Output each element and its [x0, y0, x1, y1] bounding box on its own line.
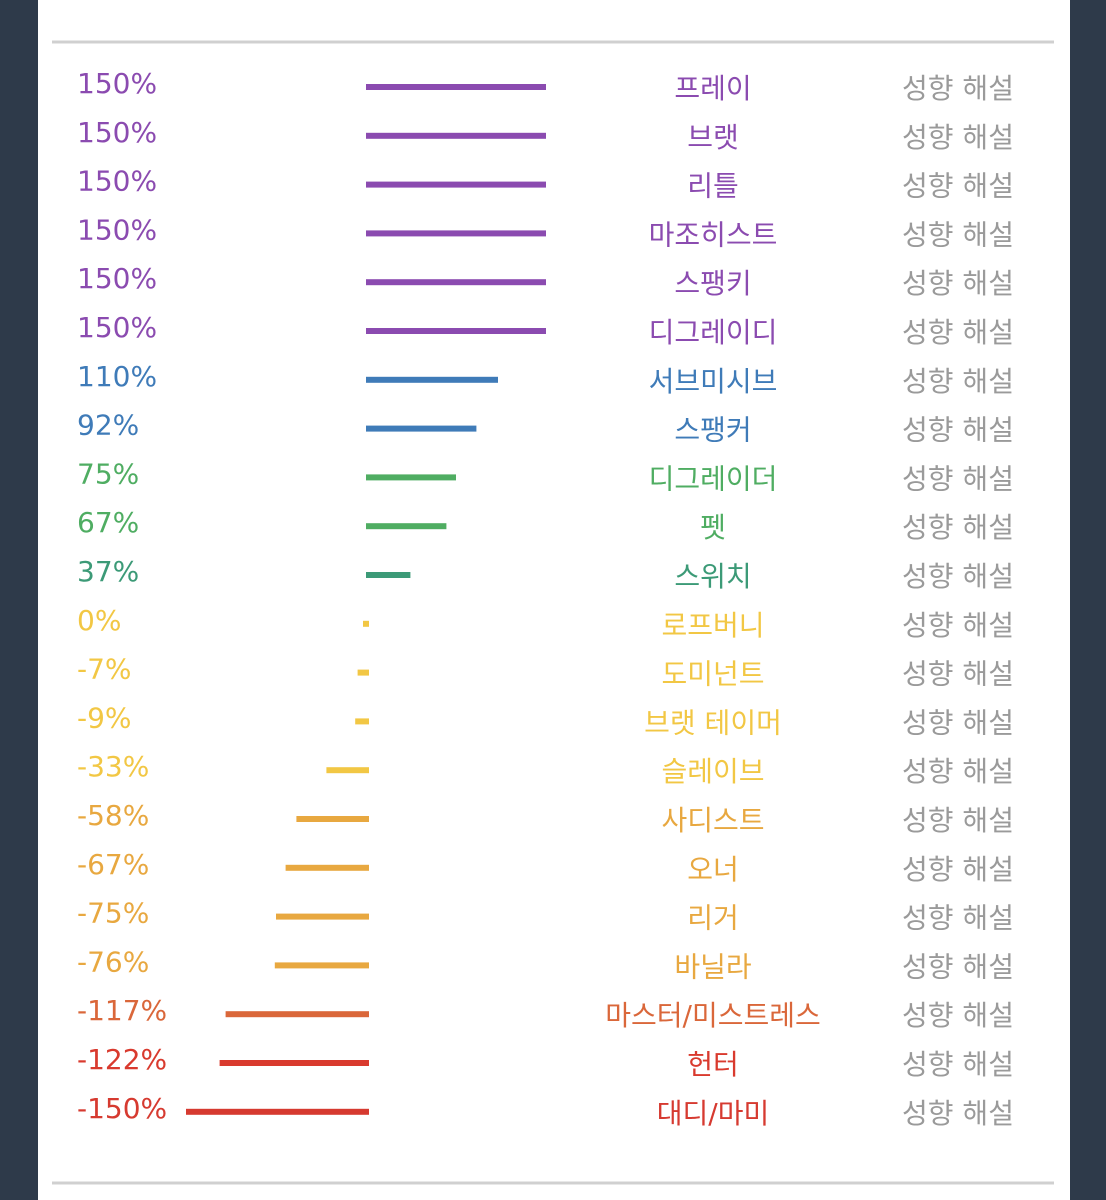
value-label: 150%: [77, 311, 157, 344]
trait-name: 프레이: [674, 72, 751, 105]
explanation-link[interactable]: 성향 해설: [902, 853, 1014, 886]
explanation-link[interactable]: 성향 해설: [902, 902, 1014, 935]
value-label: -58%: [77, 799, 149, 832]
bar: [366, 474, 456, 481]
explanation-link[interactable]: 성향 해설: [902, 267, 1014, 300]
bar: [366, 84, 546, 90]
value-label: 75%: [77, 457, 139, 490]
value-label: 92%: [77, 409, 139, 442]
explanation-link[interactable]: 성향 해설: [902, 1097, 1014, 1130]
bar: [366, 132, 546, 139]
trait-name: 디그레이디: [649, 316, 778, 349]
explanation-link[interactable]: 성향 해설: [902, 560, 1014, 593]
trait-name: 도미넌트: [661, 658, 764, 691]
explanation-link[interactable]: 성향 해설: [902, 1048, 1014, 1081]
explanation-link[interactable]: 성향 해설: [902, 706, 1014, 739]
trait-name: 마조히스트: [649, 218, 778, 251]
bar: [326, 767, 369, 774]
explanation-link[interactable]: 성향 해설: [902, 72, 1014, 105]
bar: [363, 620, 369, 627]
bar: [219, 1060, 369, 1066]
trait-name: 리틀: [687, 170, 739, 203]
bar: [355, 718, 369, 725]
bar: [274, 962, 369, 969]
trait-name: 리거: [687, 902, 739, 935]
explanation-link[interactable]: 성향 해설: [902, 609, 1014, 642]
trait-name: 디그레이더: [649, 462, 778, 495]
trait-name: 스위치: [674, 560, 751, 593]
trait-name: 로프버니: [661, 609, 764, 642]
value-label: -76%: [77, 945, 149, 978]
explanation-link[interactable]: 성향 해설: [902, 218, 1014, 251]
explanation-link[interactable]: 성향 해설: [902, 170, 1014, 203]
trait-name: 브랫 테이머: [644, 706, 782, 739]
explanation-link[interactable]: 성향 해설: [902, 365, 1014, 398]
bar: [366, 425, 477, 432]
explanation-link[interactable]: 성향 해설: [902, 755, 1014, 788]
value-label: -122%: [77, 1043, 167, 1076]
panel: [38, 0, 1070, 1200]
explanation-link[interactable]: 성향 해설: [902, 121, 1014, 154]
bar: [276, 913, 369, 920]
bar: [357, 669, 369, 676]
trait-name: 오너: [687, 853, 739, 886]
value-label: 0%: [77, 604, 121, 637]
trait-name: 바닐라: [674, 950, 751, 983]
trait-name: 펫: [700, 511, 726, 544]
value-label: -33%: [77, 750, 149, 783]
value-label: -7%: [77, 653, 132, 686]
explanation-link[interactable]: 성향 해설: [902, 511, 1014, 544]
bar: [225, 1011, 369, 1018]
bar: [285, 864, 369, 871]
value-label: 110%: [77, 360, 157, 393]
bar: [296, 816, 369, 822]
value-label: 150%: [77, 165, 157, 198]
trait-name: 슬레이브: [661, 755, 764, 788]
explanation-link[interactable]: 성향 해설: [902, 804, 1014, 837]
explanation-link[interactable]: 성향 해설: [902, 316, 1014, 349]
trait-name: 사디스트: [661, 804, 764, 837]
explanation-link[interactable]: 성향 해설: [902, 950, 1014, 983]
value-label: -67%: [77, 848, 149, 881]
value-label: 150%: [77, 67, 157, 100]
value-label: 150%: [77, 262, 157, 295]
bar: [366, 572, 411, 578]
value-label: 67%: [77, 506, 139, 539]
trait-name: 브랫: [687, 121, 739, 154]
bar: [366, 230, 546, 237]
value-label: -75%: [77, 897, 149, 930]
value-label: -9%: [77, 701, 132, 734]
explanation-link[interactable]: 성향 해설: [902, 999, 1014, 1032]
trait-name: 서브미시브: [649, 365, 778, 398]
value-label: -117%: [77, 994, 167, 1027]
bar: [366, 376, 498, 383]
explanation-link[interactable]: 성향 해설: [902, 414, 1014, 447]
bar: [366, 181, 546, 188]
bar: [366, 328, 546, 334]
value-label: 150%: [77, 116, 157, 149]
explanation-link[interactable]: 성향 해설: [902, 462, 1014, 495]
value-label: 37%: [77, 555, 139, 588]
bar: [366, 523, 447, 530]
explanation-link[interactable]: 성향 해설: [902, 658, 1014, 691]
trait-name: 마스터/미스트레스: [605, 999, 821, 1032]
value-label: 150%: [77, 213, 157, 246]
bar: [186, 1108, 369, 1115]
trait-name: 스팽커: [674, 414, 751, 447]
trait-name: 대디/마미: [657, 1097, 769, 1130]
trait-name: 헌터: [687, 1048, 739, 1081]
value-label: -150%: [77, 1092, 167, 1125]
trait-name: 스팽키: [674, 267, 751, 300]
bar: [366, 279, 546, 286]
